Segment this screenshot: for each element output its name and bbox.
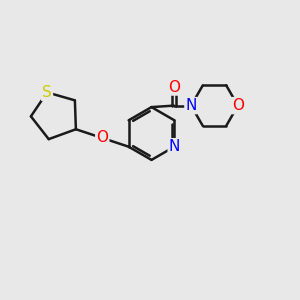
Text: O: O [232, 98, 244, 113]
Text: O: O [168, 80, 180, 94]
Text: S: S [42, 85, 52, 100]
Text: N: N [185, 98, 197, 113]
Text: N: N [169, 139, 180, 154]
Text: O: O [96, 130, 108, 146]
